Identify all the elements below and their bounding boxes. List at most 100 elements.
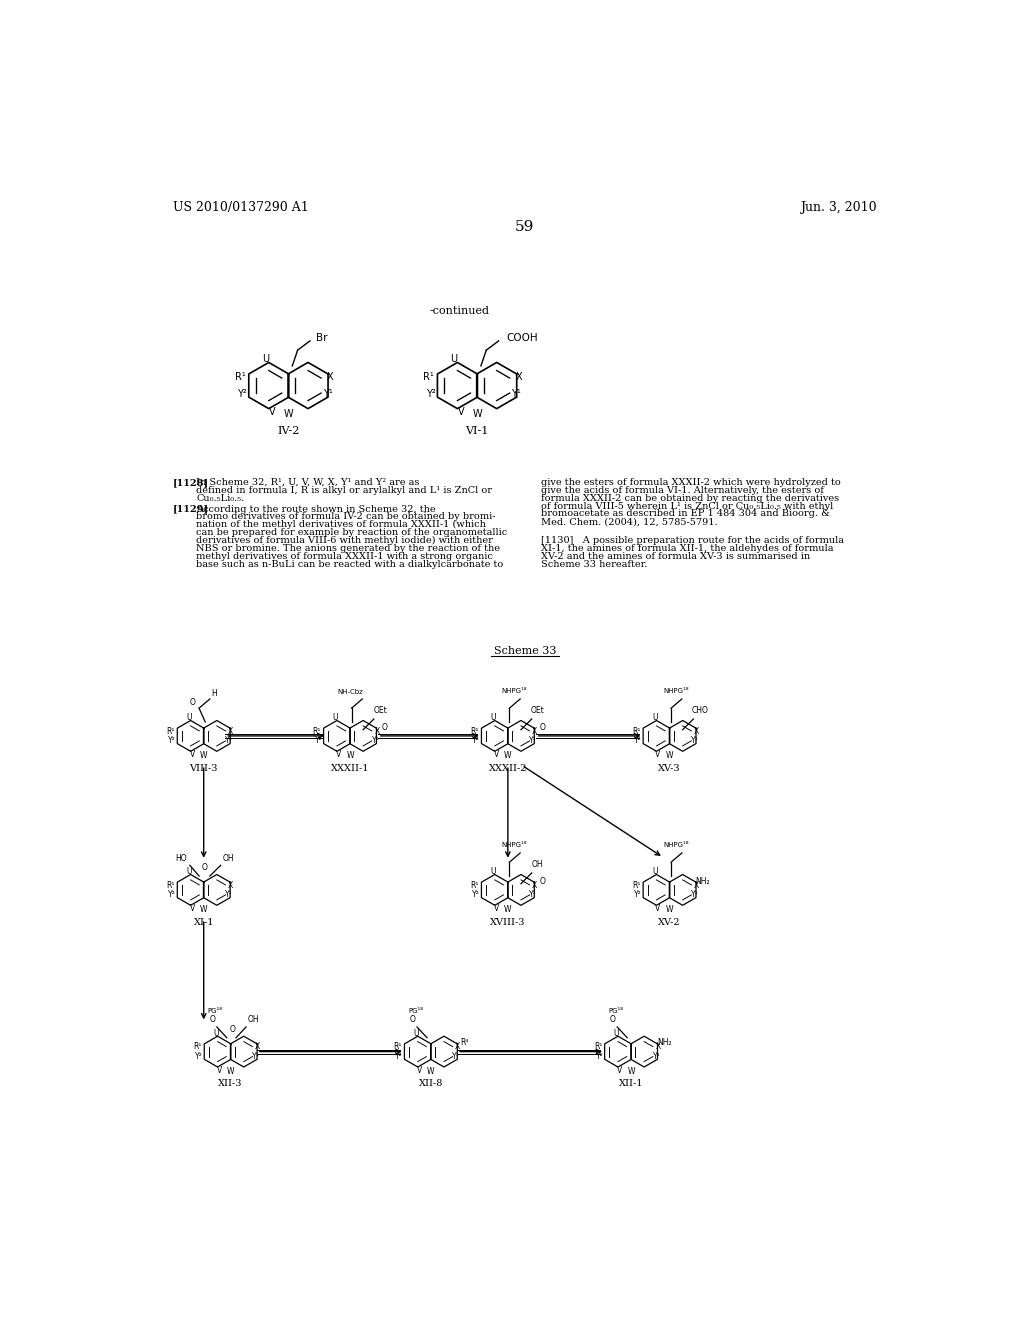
Text: X: X <box>655 1043 660 1052</box>
Text: V: V <box>189 750 195 759</box>
Text: W: W <box>504 751 512 760</box>
Text: O: O <box>382 723 388 731</box>
Text: Scheme 33: Scheme 33 <box>494 645 556 656</box>
Text: base such as n-BuLi can be reacted with a dialkylcarbonate to: base such as n-BuLi can be reacted with … <box>196 560 503 569</box>
Text: U: U <box>213 1028 219 1038</box>
Text: W: W <box>284 409 293 420</box>
Text: Y²: Y² <box>634 890 642 899</box>
Text: R¹: R¹ <box>632 727 641 735</box>
Text: V: V <box>417 1065 422 1074</box>
Text: XII-1: XII-1 <box>618 1080 643 1088</box>
Text: O: O <box>410 1015 416 1024</box>
Text: O: O <box>209 1015 215 1024</box>
Text: Cu₀.₅Li₀.₅.: Cu₀.₅Li₀.₅. <box>196 494 245 503</box>
Text: NHPG¹⁸: NHPG¹⁸ <box>663 688 688 694</box>
Text: According to the route shown in Scheme 32, the: According to the route shown in Scheme 3… <box>196 504 435 513</box>
Text: V: V <box>458 407 464 417</box>
Text: X: X <box>375 727 380 735</box>
Text: Med. Chem. (2004), 12, 5785-5791.: Med. Chem. (2004), 12, 5785-5791. <box>541 517 718 527</box>
Text: O: O <box>202 863 208 873</box>
Text: bromo derivatives of formula IV-2 can be obtained by bromi-: bromo derivatives of formula IV-2 can be… <box>196 512 496 521</box>
Text: U: U <box>451 354 458 364</box>
Text: OH: OH <box>532 859 544 869</box>
Text: Y²: Y² <box>472 737 480 744</box>
Text: R¹: R¹ <box>312 727 322 735</box>
Text: Y¹: Y¹ <box>225 737 232 744</box>
Text: NH-Cbz: NH-Cbz <box>337 689 362 696</box>
Text: NHPG¹⁸: NHPG¹⁸ <box>502 688 526 694</box>
Text: X: X <box>456 1043 461 1052</box>
Text: U: U <box>186 713 191 722</box>
Text: Y²: Y² <box>472 890 480 899</box>
Text: Y¹: Y¹ <box>252 1052 260 1061</box>
Text: U: U <box>490 867 496 876</box>
Text: Y¹: Y¹ <box>323 388 333 399</box>
Text: OH: OH <box>222 854 234 863</box>
Text: derivatives of formula VIII-6 with methyl iodide) with either: derivatives of formula VIII-6 with methy… <box>196 536 493 545</box>
Text: R¹: R¹ <box>471 727 479 735</box>
Text: Y²: Y² <box>395 1052 403 1061</box>
Text: NH₂: NH₂ <box>695 876 710 886</box>
Text: bromoacetate as described in EP 1 484 304 and Bioorg. &: bromoacetate as described in EP 1 484 30… <box>541 510 829 519</box>
Text: W: W <box>666 751 674 760</box>
Text: Y²: Y² <box>426 388 436 399</box>
Text: V: V <box>216 1065 222 1074</box>
Text: In Scheme 32, R¹, U, V, W, X, Y¹ and Y² are as: In Scheme 32, R¹, U, V, W, X, Y¹ and Y² … <box>196 478 420 487</box>
Text: Y¹: Y¹ <box>529 737 537 744</box>
Text: W: W <box>346 751 353 760</box>
Text: Y¹: Y¹ <box>372 737 379 744</box>
Text: Y¹: Y¹ <box>529 890 537 899</box>
Text: Y¹: Y¹ <box>652 1052 660 1061</box>
Text: O: O <box>540 723 546 731</box>
Text: XV-2 and the amines of formula XV-3 is summarised in: XV-2 and the amines of formula XV-3 is s… <box>541 552 810 561</box>
Text: formula XXXII-2 can be obtained by reacting the derivatives: formula XXXII-2 can be obtained by react… <box>541 494 839 503</box>
Text: XVIII-3: XVIII-3 <box>490 917 525 927</box>
Text: IV-2: IV-2 <box>278 425 300 436</box>
Text: W: W <box>666 906 674 915</box>
Text: R¹: R¹ <box>594 1043 602 1052</box>
Text: X: X <box>532 727 538 735</box>
Text: V: V <box>336 750 341 759</box>
Text: VIII-3: VIII-3 <box>189 763 218 772</box>
Text: W: W <box>227 1067 234 1076</box>
Text: defined in formula I, R is alkyl or arylalkyl and L¹ is ZnCl or: defined in formula I, R is alkyl or aryl… <box>196 486 492 495</box>
Text: of formula VIII-5 wherein L¹ is ZnCl or Cu₀.₅Li₀.₅ with ethyl: of formula VIII-5 wherein L¹ is ZnCl or … <box>541 502 834 511</box>
Text: NHPG¹⁸: NHPG¹⁸ <box>663 842 688 847</box>
Text: V: V <box>655 904 660 913</box>
Text: NBS or bromine. The anions generated by the reaction of the: NBS or bromine. The anions generated by … <box>196 544 500 553</box>
Text: R¹: R¹ <box>194 1043 202 1052</box>
Text: R¹: R¹ <box>234 372 246 383</box>
Text: nation of the methyl derivatives of formula XXXII-1 (which: nation of the methyl derivatives of form… <box>196 520 485 529</box>
Text: O: O <box>229 1024 236 1034</box>
Text: W: W <box>504 906 512 915</box>
Text: Y¹: Y¹ <box>453 1052 460 1061</box>
Text: XI-1, the amines of formula XII-1, the aldehydes of formula: XI-1, the amines of formula XII-1, the a… <box>541 544 834 553</box>
Text: U: U <box>262 354 269 364</box>
Text: Y²: Y² <box>238 388 247 399</box>
Text: Y¹: Y¹ <box>225 890 232 899</box>
Text: US 2010/0137290 A1: US 2010/0137290 A1 <box>173 201 308 214</box>
Text: HO: HO <box>175 854 186 863</box>
Text: XXXII-1: XXXII-1 <box>331 763 370 772</box>
Text: [1129]: [1129] <box>173 504 209 513</box>
Text: W: W <box>628 1067 635 1076</box>
Text: Y²: Y² <box>168 890 176 899</box>
Text: U: U <box>333 713 338 722</box>
Text: NHPG¹⁸: NHPG¹⁸ <box>502 842 526 847</box>
Text: R¹: R¹ <box>632 880 641 890</box>
Text: XII-3: XII-3 <box>218 1080 243 1088</box>
Text: VI-1: VI-1 <box>465 425 488 436</box>
Text: give the acids of formula VI-1. Alternatively, the esters of: give the acids of formula VI-1. Alternat… <box>541 486 824 495</box>
Text: Jun. 3, 2010: Jun. 3, 2010 <box>800 201 877 214</box>
Text: XI-1: XI-1 <box>194 917 214 927</box>
Text: R¹: R¹ <box>167 880 175 890</box>
Text: OH: OH <box>248 1015 259 1024</box>
Text: V: V <box>269 407 275 417</box>
Text: OEt: OEt <box>531 706 545 715</box>
Text: PG¹⁸: PG¹⁸ <box>608 1008 624 1014</box>
Text: O: O <box>609 1015 615 1024</box>
Text: U: U <box>186 867 191 876</box>
Text: U: U <box>490 713 496 722</box>
Text: U: U <box>652 713 657 722</box>
Text: U: U <box>414 1028 419 1038</box>
